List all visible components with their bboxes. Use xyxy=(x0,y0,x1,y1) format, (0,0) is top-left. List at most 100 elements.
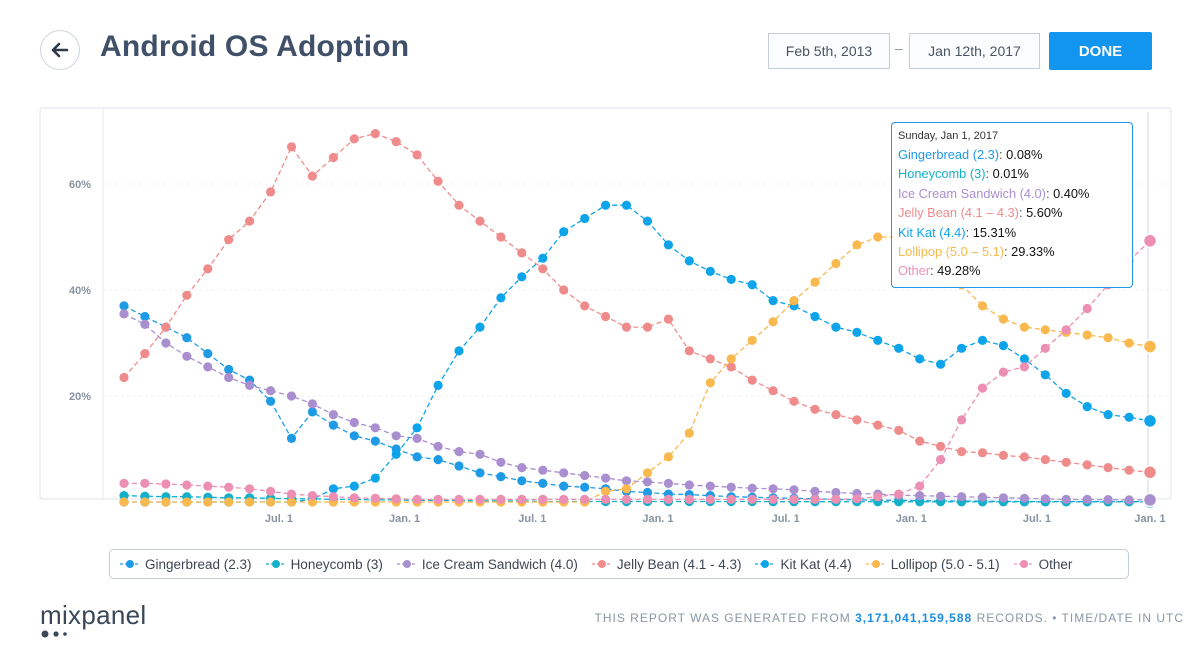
data-point[interactable] xyxy=(852,494,862,504)
data-point[interactable] xyxy=(684,256,694,266)
data-point[interactable] xyxy=(580,482,590,492)
data-point[interactable] xyxy=(391,494,401,504)
data-point[interactable] xyxy=(1061,494,1071,504)
data-point[interactable] xyxy=(475,216,485,226)
data-point[interactable] xyxy=(726,362,736,372)
data-point[interactable] xyxy=(621,322,632,332)
data-point[interactable] xyxy=(370,129,380,139)
data-point[interactable] xyxy=(496,472,506,482)
data-point[interactable] xyxy=(1103,333,1113,343)
data-point[interactable] xyxy=(1124,412,1134,422)
data-point[interactable] xyxy=(705,354,715,364)
data-point[interactable] xyxy=(224,372,234,383)
data-point[interactable] xyxy=(957,447,967,457)
data-point[interactable] xyxy=(307,399,317,409)
data-point[interactable] xyxy=(517,463,527,473)
data-point[interactable] xyxy=(203,264,213,274)
data-point[interactable] xyxy=(161,479,171,489)
data-point[interactable] xyxy=(747,494,757,504)
data-point[interactable] xyxy=(245,380,255,390)
data-point[interactable] xyxy=(852,240,862,250)
data-point[interactable] xyxy=(768,386,778,396)
data-point[interactable] xyxy=(224,482,234,492)
data-point[interactable] xyxy=(1082,402,1092,412)
data-point[interactable] xyxy=(915,491,925,501)
data-point[interactable] xyxy=(182,497,192,507)
data-point[interactable] xyxy=(831,322,841,332)
data-point[interactable] xyxy=(1124,495,1134,505)
data-point[interactable] xyxy=(894,497,904,507)
data-point[interactable] xyxy=(663,452,674,462)
data-point[interactable] xyxy=(705,378,715,388)
data-point[interactable] xyxy=(349,481,359,491)
data-point[interactable] xyxy=(1082,494,1092,504)
data-point[interactable] xyxy=(538,253,548,263)
data-point[interactable] xyxy=(475,468,485,478)
data-point[interactable] xyxy=(349,493,359,503)
data-point[interactable] xyxy=(203,481,213,491)
data-point[interactable] xyxy=(245,497,255,507)
data-point[interactable] xyxy=(601,311,611,322)
back-button[interactable] xyxy=(40,30,80,70)
data-point[interactable] xyxy=(957,343,967,353)
data-point[interactable] xyxy=(915,354,925,364)
data-point[interactable] xyxy=(663,314,674,324)
done-button[interactable]: DONE xyxy=(1049,32,1152,70)
data-point[interactable] xyxy=(852,327,862,337)
legend-item[interactable]: Gingerbread (2.3) xyxy=(120,557,252,572)
data-point[interactable] xyxy=(894,343,904,353)
data-point[interactable] xyxy=(663,494,674,504)
data-point[interactable] xyxy=(1040,455,1050,465)
data-point[interactable] xyxy=(475,494,485,504)
data-point[interactable] xyxy=(977,301,988,311)
legend-item[interactable]: Ice Cream Sandwich (4.0) xyxy=(396,557,578,572)
data-point[interactable] xyxy=(224,364,234,375)
data-point[interactable] xyxy=(517,248,527,258)
data-point[interactable] xyxy=(454,346,464,356)
data-point[interactable] xyxy=(1019,452,1029,462)
data-point[interactable] xyxy=(768,484,778,494)
data-point[interactable] xyxy=(1061,325,1071,335)
data-point[interactable] xyxy=(831,494,841,504)
data-point[interactable] xyxy=(1124,338,1134,348)
data-point[interactable] xyxy=(580,494,590,504)
data-point[interactable] xyxy=(1142,465,1158,480)
data-point[interactable] xyxy=(747,375,757,385)
data-point[interactable] xyxy=(1142,339,1158,354)
data-point[interactable] xyxy=(286,433,297,443)
data-point[interactable] xyxy=(747,335,757,345)
data-point[interactable] xyxy=(517,476,527,486)
data-point[interactable] xyxy=(1082,303,1092,314)
data-point[interactable] xyxy=(286,497,297,507)
data-point[interactable] xyxy=(119,372,129,383)
data-point[interactable] xyxy=(1124,465,1134,475)
data-point[interactable] xyxy=(266,396,276,406)
data-point[interactable] xyxy=(391,137,401,147)
data-point[interactable] xyxy=(454,200,464,210)
data-point[interactable] xyxy=(831,258,841,269)
data-point[interactable] xyxy=(894,425,904,435)
data-point[interactable] xyxy=(810,277,820,287)
data-point[interactable] xyxy=(621,476,632,486)
data-point[interactable] xyxy=(1142,233,1158,249)
data-point[interactable] xyxy=(684,428,694,438)
data-point[interactable] xyxy=(224,497,234,507)
data-point[interactable] xyxy=(140,497,150,507)
data-point[interactable] xyxy=(517,272,527,282)
data-point[interactable] xyxy=(119,497,129,507)
data-point[interactable] xyxy=(936,491,946,501)
data-point[interactable] xyxy=(663,478,674,488)
data-point[interactable] xyxy=(224,235,234,245)
date-from-field[interactable]: Feb 5th, 2013 xyxy=(768,33,890,69)
data-point[interactable] xyxy=(601,494,611,504)
data-point[interactable] xyxy=(977,492,988,502)
data-point[interactable] xyxy=(810,486,820,496)
data-point[interactable] xyxy=(370,436,380,446)
data-point[interactable] xyxy=(140,478,150,488)
data-point[interactable] xyxy=(873,420,883,430)
data-point[interactable] xyxy=(140,319,150,329)
data-point[interactable] xyxy=(726,494,736,504)
data-point[interactable] xyxy=(203,497,213,507)
data-point[interactable] xyxy=(203,349,213,359)
data-point[interactable] xyxy=(915,436,925,446)
